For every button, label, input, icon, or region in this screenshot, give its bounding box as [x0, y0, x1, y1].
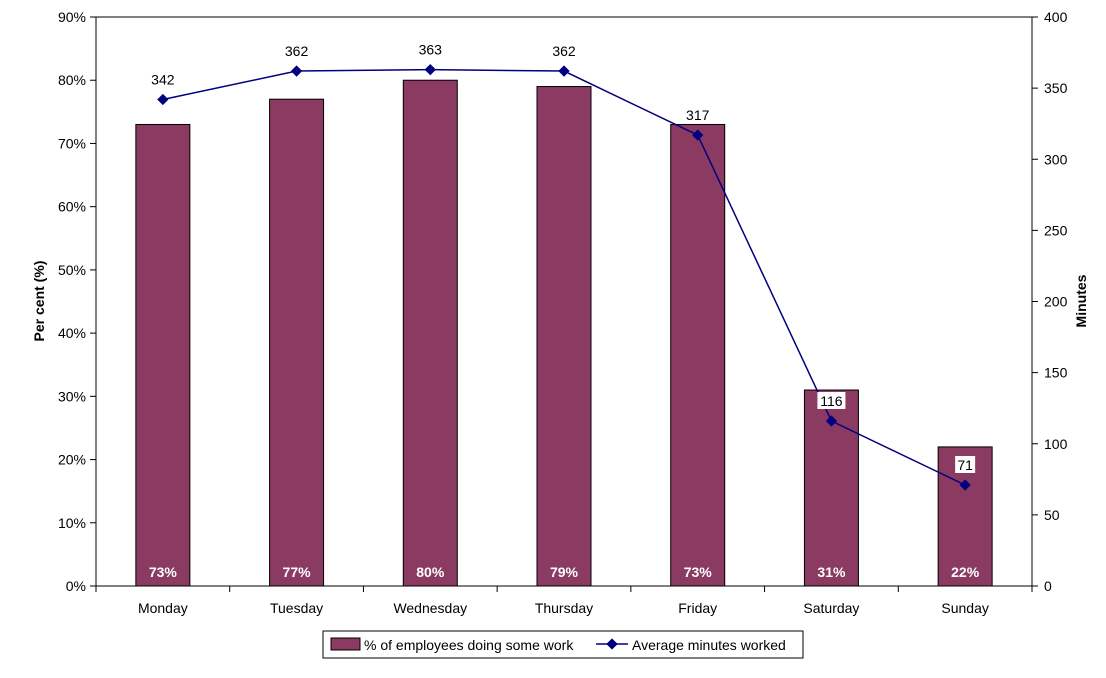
line-data-label: 317 [686, 107, 710, 123]
bar-data-label: 31% [817, 564, 846, 580]
y2-axis-title: Minutes [1073, 274, 1089, 327]
legend-bar-label: % of employees doing some work [364, 637, 574, 653]
bar [536, 86, 592, 587]
x-tick-label: Wednesday [393, 600, 467, 616]
line-point [692, 129, 704, 141]
legend-line-label: Average minutes worked [632, 637, 786, 653]
line-data-label: 362 [552, 43, 576, 59]
y-tick-label: 30% [58, 388, 86, 404]
bar [402, 79, 458, 587]
y-tick-label: 80% [58, 72, 86, 88]
line-data-label: 342 [151, 72, 175, 88]
y-tick-label: 50% [58, 262, 86, 278]
bar-data-label: 73% [684, 564, 713, 580]
y2-tick-label: 300 [1044, 151, 1068, 167]
y-tick-label: 10% [58, 515, 86, 531]
y-tick-label: 40% [58, 325, 86, 341]
x-tick-label: Sunday [941, 600, 988, 616]
bar-data-label: 77% [283, 564, 312, 580]
y2-tick-label: 250 [1044, 222, 1068, 238]
axes: 0% 10% 20% 30% 40% 50% 60% 70% 80% 90% 0 50 100 150 20… [58, 9, 1068, 616]
bar [670, 123, 726, 587]
y2-tick-label: 100 [1044, 436, 1068, 452]
line-series: 342 362 363 362 317 116 71 [151, 42, 976, 491]
line-data-label: 363 [419, 42, 443, 58]
y2-tick-label: 400 [1044, 9, 1068, 25]
legend-line-marker [606, 638, 618, 650]
y-tick-label: 20% [58, 452, 86, 468]
y-tick-label: 60% [58, 199, 86, 215]
x-tick-label: Tuesday [270, 600, 323, 616]
line-point [825, 415, 838, 427]
x-tick-label: Saturday [803, 600, 859, 616]
legend-box [322, 630, 804, 659]
y-tick-label: 0% [66, 578, 86, 594]
y2-tick-label: 50 [1044, 507, 1060, 523]
y2-tick-label: 350 [1044, 80, 1068, 96]
line-data-label: 71 [957, 457, 973, 473]
bar-series: 73% 77% 80% 79% 73% 31% 22% [135, 79, 993, 587]
bar-data-label: 79% [550, 564, 579, 580]
y-tick-label: 70% [58, 135, 86, 151]
line-data-label: 362 [285, 43, 309, 59]
y-axis-title: Per cent (%) [31, 261, 47, 342]
y2-tick-label: 0 [1044, 578, 1052, 594]
bar [135, 123, 191, 587]
line-point [959, 479, 971, 491]
y2-tick-label: 150 [1044, 365, 1068, 381]
bar [269, 98, 325, 587]
y-tick-label: 90% [58, 9, 86, 25]
line-label-bg [683, 106, 712, 124]
bar-data-label: 80% [416, 564, 445, 580]
line-label-bg [955, 456, 976, 474]
bar-data-label: 22% [951, 564, 980, 580]
y2-tick-label: 200 [1044, 294, 1068, 310]
x-tick-label: Monday [138, 600, 188, 616]
x-tick-label: Friday [678, 600, 717, 616]
line-data-label: 116 [820, 393, 843, 409]
x-tick-label: Thursday [535, 600, 593, 616]
legend: % of employees doing some work Average m… [322, 630, 804, 659]
bar-data-label: 73% [149, 564, 178, 580]
legend-bar-swatch [330, 637, 361, 651]
line-label-bg [817, 391, 846, 409]
